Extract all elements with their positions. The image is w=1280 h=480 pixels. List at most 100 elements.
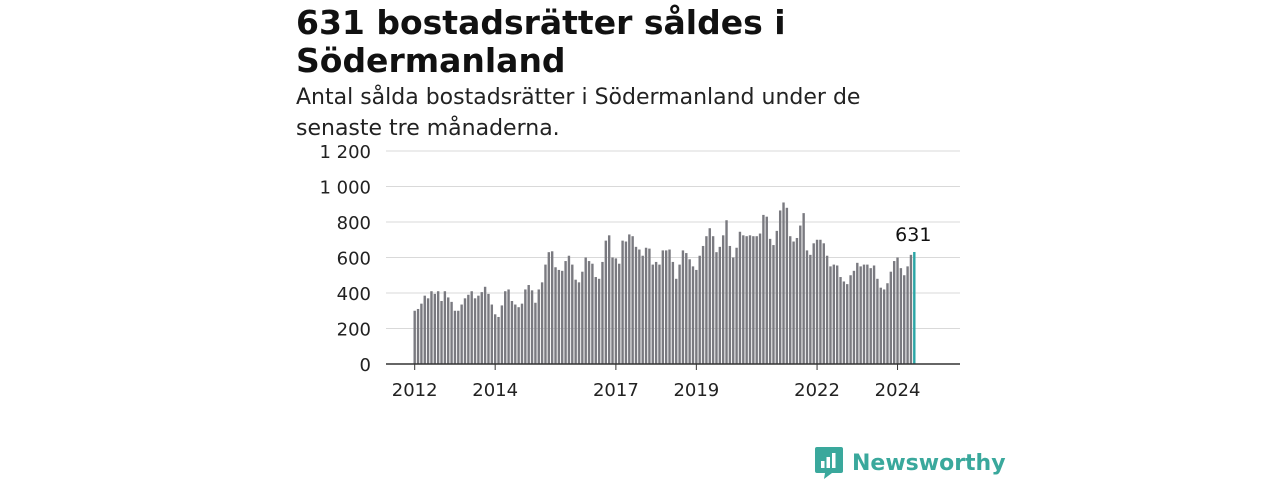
bar	[738, 231, 742, 364]
bar	[597, 278, 601, 364]
bar	[547, 252, 551, 364]
bar	[477, 295, 480, 364]
bar	[420, 303, 423, 364]
bar	[557, 269, 561, 364]
bar	[463, 298, 467, 364]
bar	[460, 304, 463, 364]
bar	[681, 250, 685, 364]
bar	[852, 270, 856, 364]
bar	[490, 304, 494, 364]
bar	[450, 301, 453, 364]
chart-subtitle: Antal sålda bostadsrätter i Södermanland…	[296, 85, 861, 141]
bar	[698, 255, 701, 364]
bar	[691, 266, 695, 364]
bar	[621, 240, 624, 364]
bar	[755, 236, 758, 364]
y-tick-label: 1 000	[319, 178, 371, 199]
bar	[467, 294, 470, 364]
bar	[423, 295, 426, 364]
bar	[631, 236, 634, 364]
bar	[514, 304, 517, 364]
bar	[896, 257, 899, 364]
bar	[661, 250, 665, 364]
bar	[664, 250, 668, 364]
bar	[735, 247, 738, 364]
x-tick-label: 2024	[875, 380, 921, 401]
bar	[658, 264, 661, 364]
bar	[715, 252, 718, 364]
bar	[802, 213, 805, 364]
chart-title: 631 bostadsrätter såldes i Södermanland	[296, 3, 786, 80]
bar	[869, 268, 872, 364]
bar	[544, 264, 547, 364]
bar	[607, 235, 611, 364]
bar-highlight	[913, 251, 916, 364]
bar	[839, 277, 842, 364]
bar	[430, 291, 433, 364]
bar	[527, 285, 530, 364]
y-tick-label: 0	[360, 355, 371, 376]
bar	[832, 264, 836, 364]
bar	[835, 265, 839, 364]
bar	[745, 236, 748, 364]
bar	[654, 261, 658, 364]
bar	[416, 308, 420, 364]
bar	[604, 240, 608, 364]
x-tick-label: 2014	[472, 380, 518, 401]
bar	[433, 293, 437, 364]
bar	[668, 249, 671, 364]
bar	[574, 279, 577, 364]
bar	[510, 300, 514, 364]
bar	[872, 265, 876, 364]
bar	[758, 233, 762, 364]
y-tick-label: 400	[337, 284, 371, 305]
bar	[567, 255, 571, 364]
bar	[440, 300, 443, 364]
bar	[805, 250, 809, 364]
bar	[554, 267, 557, 364]
bar	[778, 210, 782, 364]
bar	[634, 246, 638, 364]
bar	[886, 283, 889, 364]
bar	[587, 261, 591, 364]
bar	[584, 257, 587, 364]
bar	[752, 236, 755, 364]
bar	[762, 214, 765, 364]
bar	[705, 236, 708, 364]
bar	[799, 225, 802, 364]
bar	[436, 291, 440, 364]
bar	[530, 290, 534, 364]
x-tick-label: 2019	[673, 380, 719, 401]
bar	[497, 316, 500, 364]
bar	[480, 292, 483, 364]
bar	[500, 305, 504, 364]
bar	[550, 251, 554, 364]
bar	[601, 261, 604, 364]
bar	[591, 263, 594, 364]
bar	[782, 202, 785, 364]
bar	[792, 241, 795, 364]
bar	[856, 262, 859, 364]
newsworthy-logo[interactable]: Newsworthy	[814, 446, 1006, 480]
bar	[470, 291, 473, 364]
bar	[517, 307, 520, 364]
brand-name: Newsworthy	[852, 450, 1006, 476]
bar	[906, 266, 909, 364]
bar	[812, 243, 815, 364]
bar	[711, 236, 715, 364]
bar	[581, 271, 584, 364]
bar	[413, 310, 416, 364]
bar	[651, 264, 654, 364]
bar	[564, 261, 567, 364]
bar	[577, 282, 581, 364]
x-tick-label: 2012	[392, 380, 438, 401]
bar	[768, 238, 772, 364]
bar	[641, 255, 644, 364]
bar	[825, 255, 829, 364]
bar	[815, 239, 819, 364]
bar	[708, 228, 711, 364]
y-tick-label: 1 200	[319, 142, 371, 163]
bar	[678, 264, 681, 364]
bar	[846, 284, 849, 364]
bar	[628, 234, 631, 364]
